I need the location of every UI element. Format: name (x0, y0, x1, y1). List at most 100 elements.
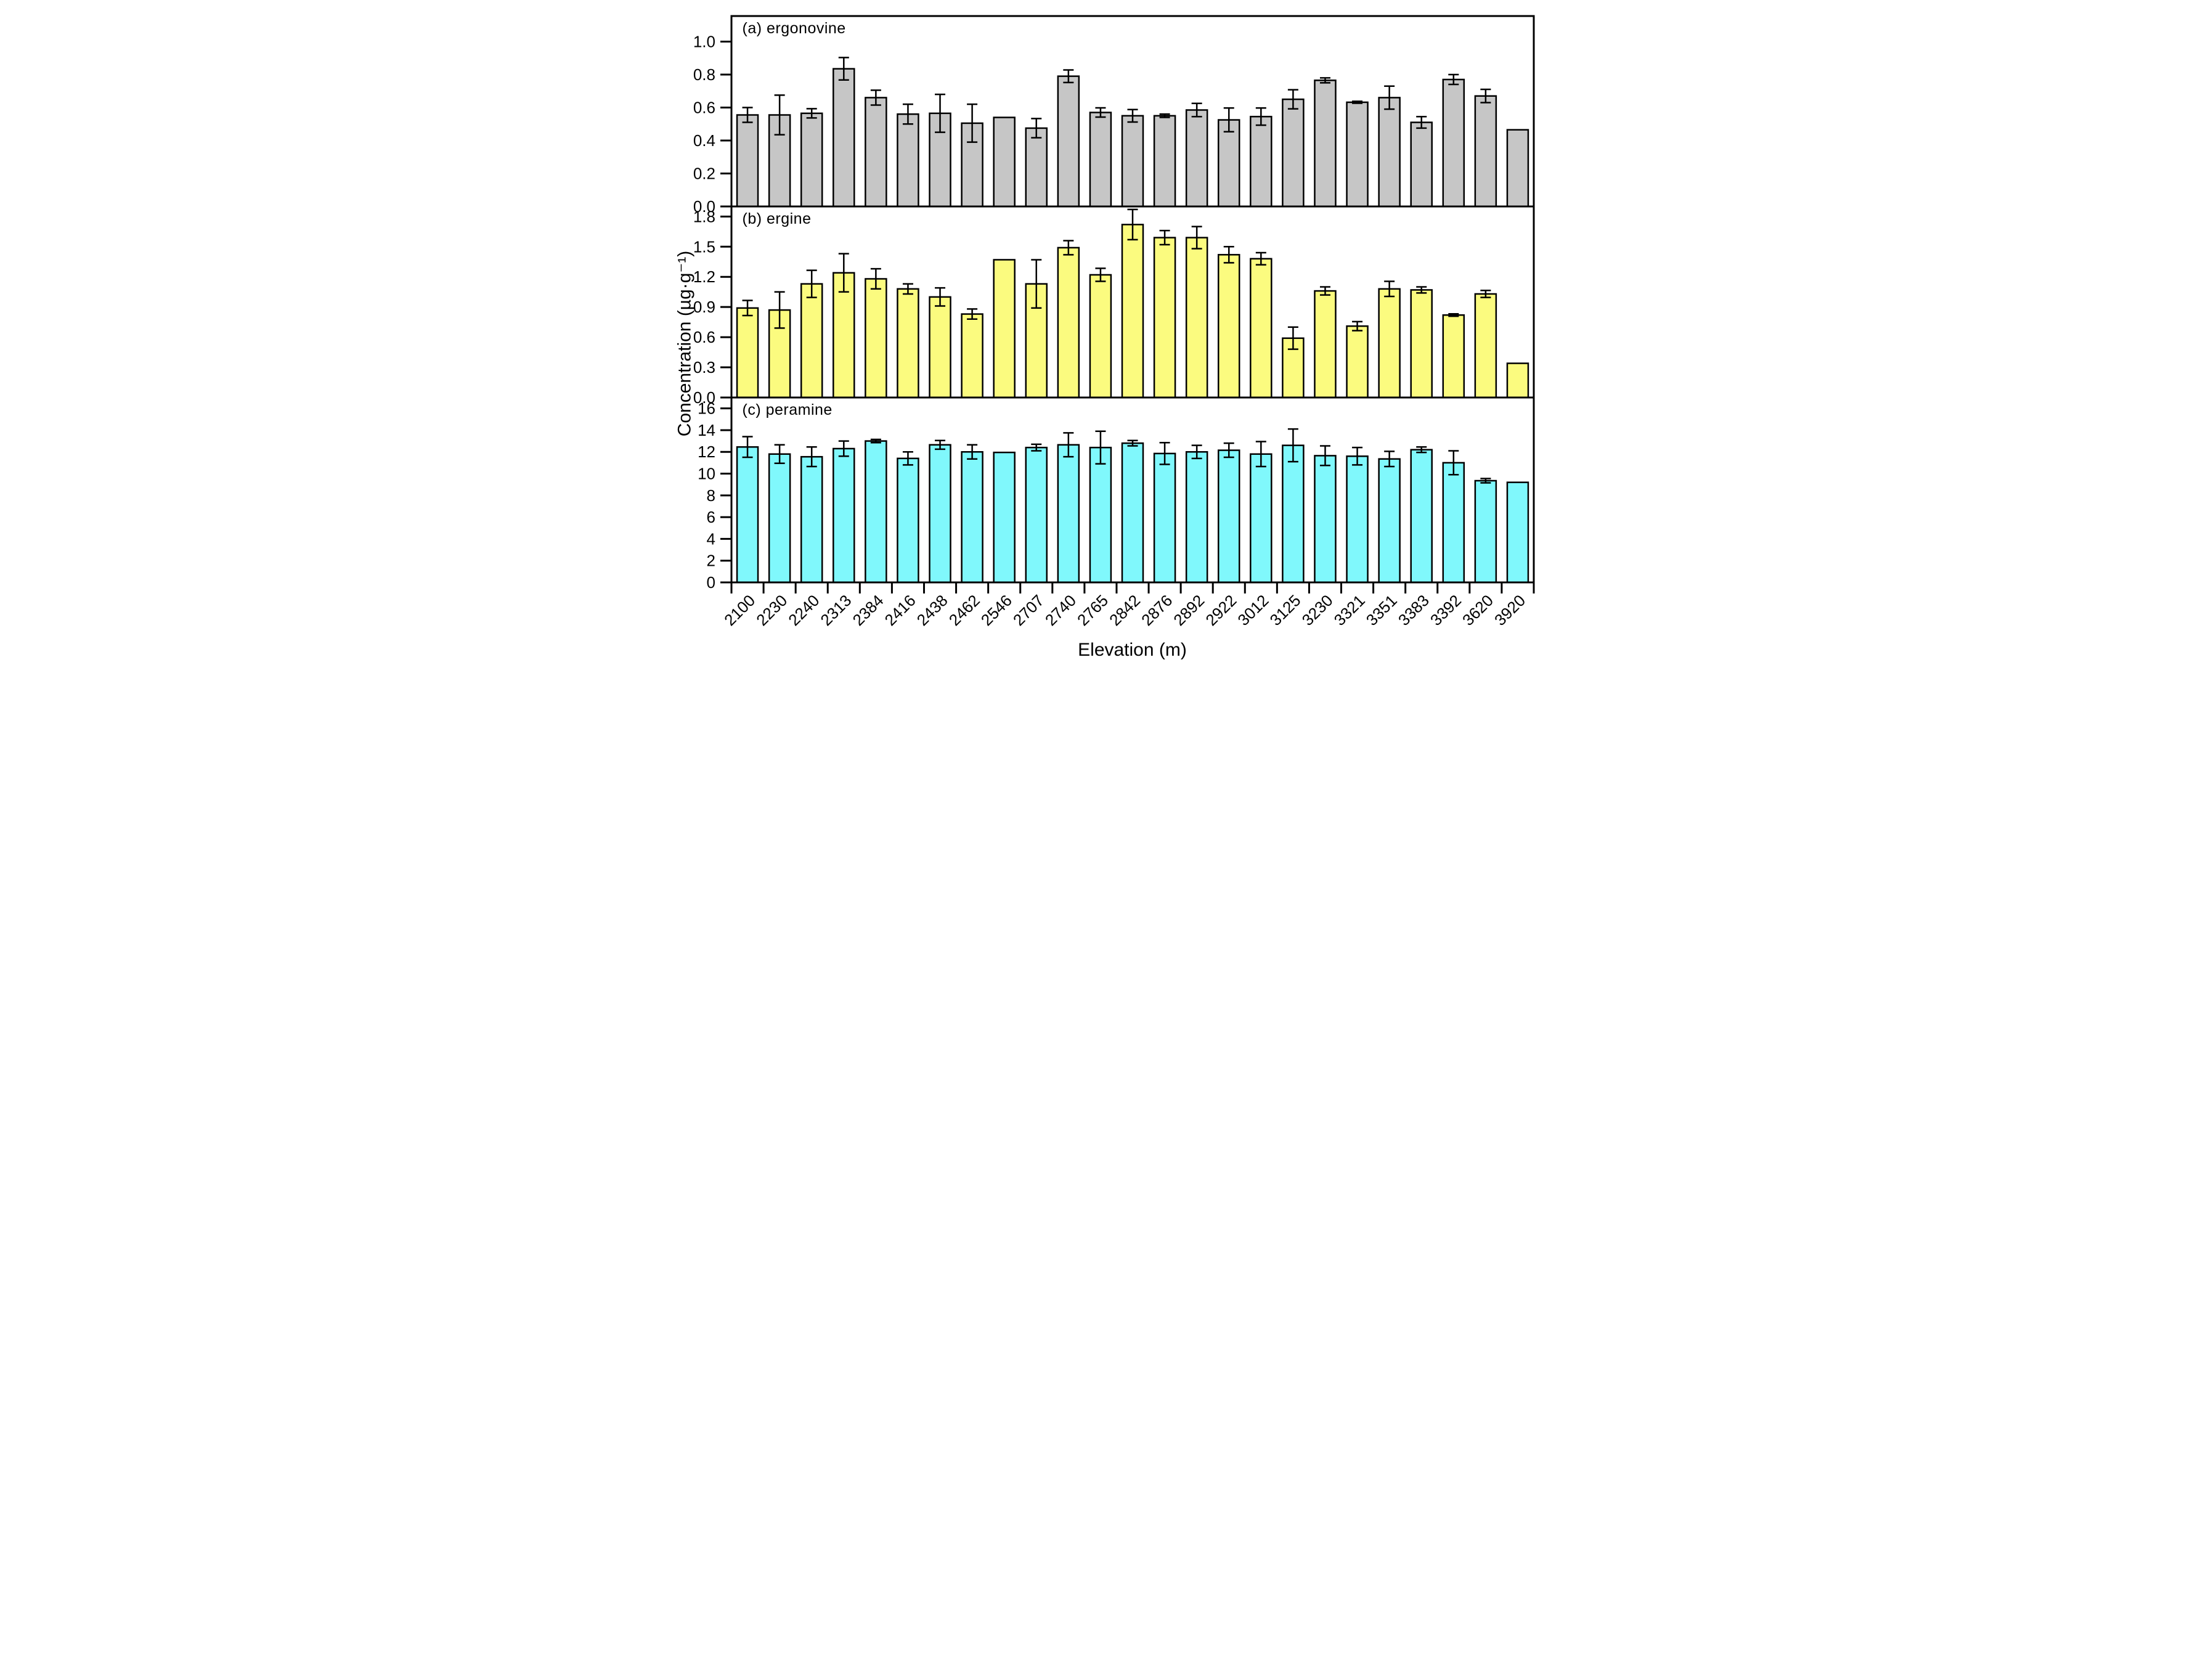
bar (864, 278, 887, 399)
bar (1121, 115, 1144, 208)
y-tick-label: 16 (698, 399, 715, 418)
bar (1506, 129, 1529, 208)
bar (1313, 455, 1337, 584)
panel-c-y-axis: 0 2 4 6 8 10 12 14 16 (698, 399, 731, 592)
y-tick-label: 6 (706, 508, 715, 526)
bar (992, 451, 1016, 584)
bar (1281, 98, 1305, 208)
y-axis-title: Concentration (µg·g⁻¹) (674, 250, 694, 437)
bar (1345, 325, 1369, 399)
y-tick-label: 4 (706, 529, 715, 548)
bar (1249, 115, 1273, 208)
x-tick-label: 3230 (1298, 591, 1336, 629)
bar (1057, 75, 1080, 208)
bar (1121, 224, 1144, 399)
panel-c-border (730, 396, 1534, 584)
panel-c-error-bars (742, 428, 1491, 484)
bar (832, 447, 855, 584)
bar (1153, 115, 1176, 208)
bar (1474, 293, 1497, 399)
y-tick-label: 0.8 (693, 65, 715, 84)
y-tick-label: 0.6 (693, 328, 715, 346)
bar (992, 116, 1016, 208)
y-tick-label: 0 (706, 573, 715, 592)
bar (1313, 290, 1337, 399)
x-tick-label: 2230 (752, 591, 791, 629)
bar (1249, 453, 1273, 584)
chart-figure: 0.0 0.2 0.4 0.6 0.8 1.0 0.0 0.3 0.6 0.9 1.2 1.5 1.8 0… (661, 0, 1542, 675)
bar (1025, 446, 1048, 584)
bar (800, 112, 823, 208)
bar (960, 313, 983, 399)
bar (1442, 314, 1465, 399)
x-tick-label: 3392 (1426, 591, 1464, 629)
bar (1506, 362, 1529, 399)
y-tick-label: 1.8 (693, 207, 715, 226)
x-tick-label: 2462 (945, 591, 983, 629)
panel-c-title: (c) peramine (742, 401, 833, 418)
bar (1153, 237, 1176, 399)
bar (864, 97, 887, 208)
x-axis-title: Elevation (m) (1078, 640, 1187, 660)
panel-b-error-bars (742, 208, 1491, 350)
x-tick-label: 2707 (1009, 591, 1047, 629)
bar (896, 113, 919, 208)
bar (1345, 455, 1369, 584)
bar (928, 296, 951, 399)
bar (1217, 449, 1240, 584)
bar (1185, 451, 1208, 584)
bar (1025, 127, 1048, 208)
panel-b-bars (736, 224, 1529, 399)
y-tick-label: 1.5 (693, 237, 715, 256)
panel-a-bars (736, 68, 1529, 208)
bar (1409, 289, 1433, 399)
y-tick-label: 14 (698, 421, 715, 439)
y-tick-label: 10 (698, 465, 715, 483)
bar (1217, 254, 1240, 399)
bar (1281, 444, 1305, 584)
panel-a-y-axis: 0.0 0.2 0.4 0.6 0.8 1.0 (693, 32, 731, 216)
x-tick-label: 3012 (1234, 591, 1272, 629)
x-tick-label: 2876 (1138, 591, 1176, 629)
bar (736, 307, 759, 399)
bar (1217, 119, 1240, 208)
bar (800, 283, 823, 399)
x-tick-label: 3920 (1491, 591, 1529, 629)
bar (1185, 237, 1208, 399)
y-tick-label: 0.4 (693, 131, 715, 150)
y-tick-label: 1.0 (693, 32, 715, 51)
bar (1474, 479, 1497, 584)
x-tick-label: 2922 (1202, 591, 1240, 629)
x-tick-label: 2546 (977, 591, 1015, 629)
bar (1089, 112, 1112, 208)
bar (1442, 78, 1465, 208)
bar (832, 68, 855, 208)
x-tick-label: 3351 (1362, 591, 1400, 629)
bar (736, 114, 759, 208)
y-tick-label: 0.0 (693, 388, 715, 407)
x-tick-label: 2740 (1041, 591, 1079, 629)
x-tick-label: 2765 (1073, 591, 1112, 629)
bar (1089, 446, 1112, 584)
y-tick-label: 12 (698, 442, 715, 461)
panel-b-title: (b) ergine (742, 210, 812, 227)
bar (1409, 121, 1433, 208)
x-axis: 2100223022402313238424162438246225462707… (720, 582, 1534, 629)
bar (1377, 288, 1401, 399)
x-tick-label: 3125 (1266, 591, 1304, 629)
x-tick-label: 2240 (784, 591, 823, 629)
bar (1249, 258, 1273, 399)
bar (928, 444, 951, 584)
y-tick-label: 1.2 (693, 267, 715, 286)
y-tick-label: 2 (706, 552, 715, 570)
bar (1377, 97, 1401, 208)
bar (768, 453, 791, 584)
bar (1153, 452, 1176, 584)
x-tick-label: 2438 (913, 591, 951, 629)
y-tick-label: 0.2 (693, 164, 715, 182)
bar (1442, 462, 1465, 584)
bar (1345, 101, 1369, 208)
bar (800, 455, 823, 584)
x-tick-label: 3383 (1394, 591, 1432, 629)
y-tick-label: 8 (706, 486, 715, 505)
